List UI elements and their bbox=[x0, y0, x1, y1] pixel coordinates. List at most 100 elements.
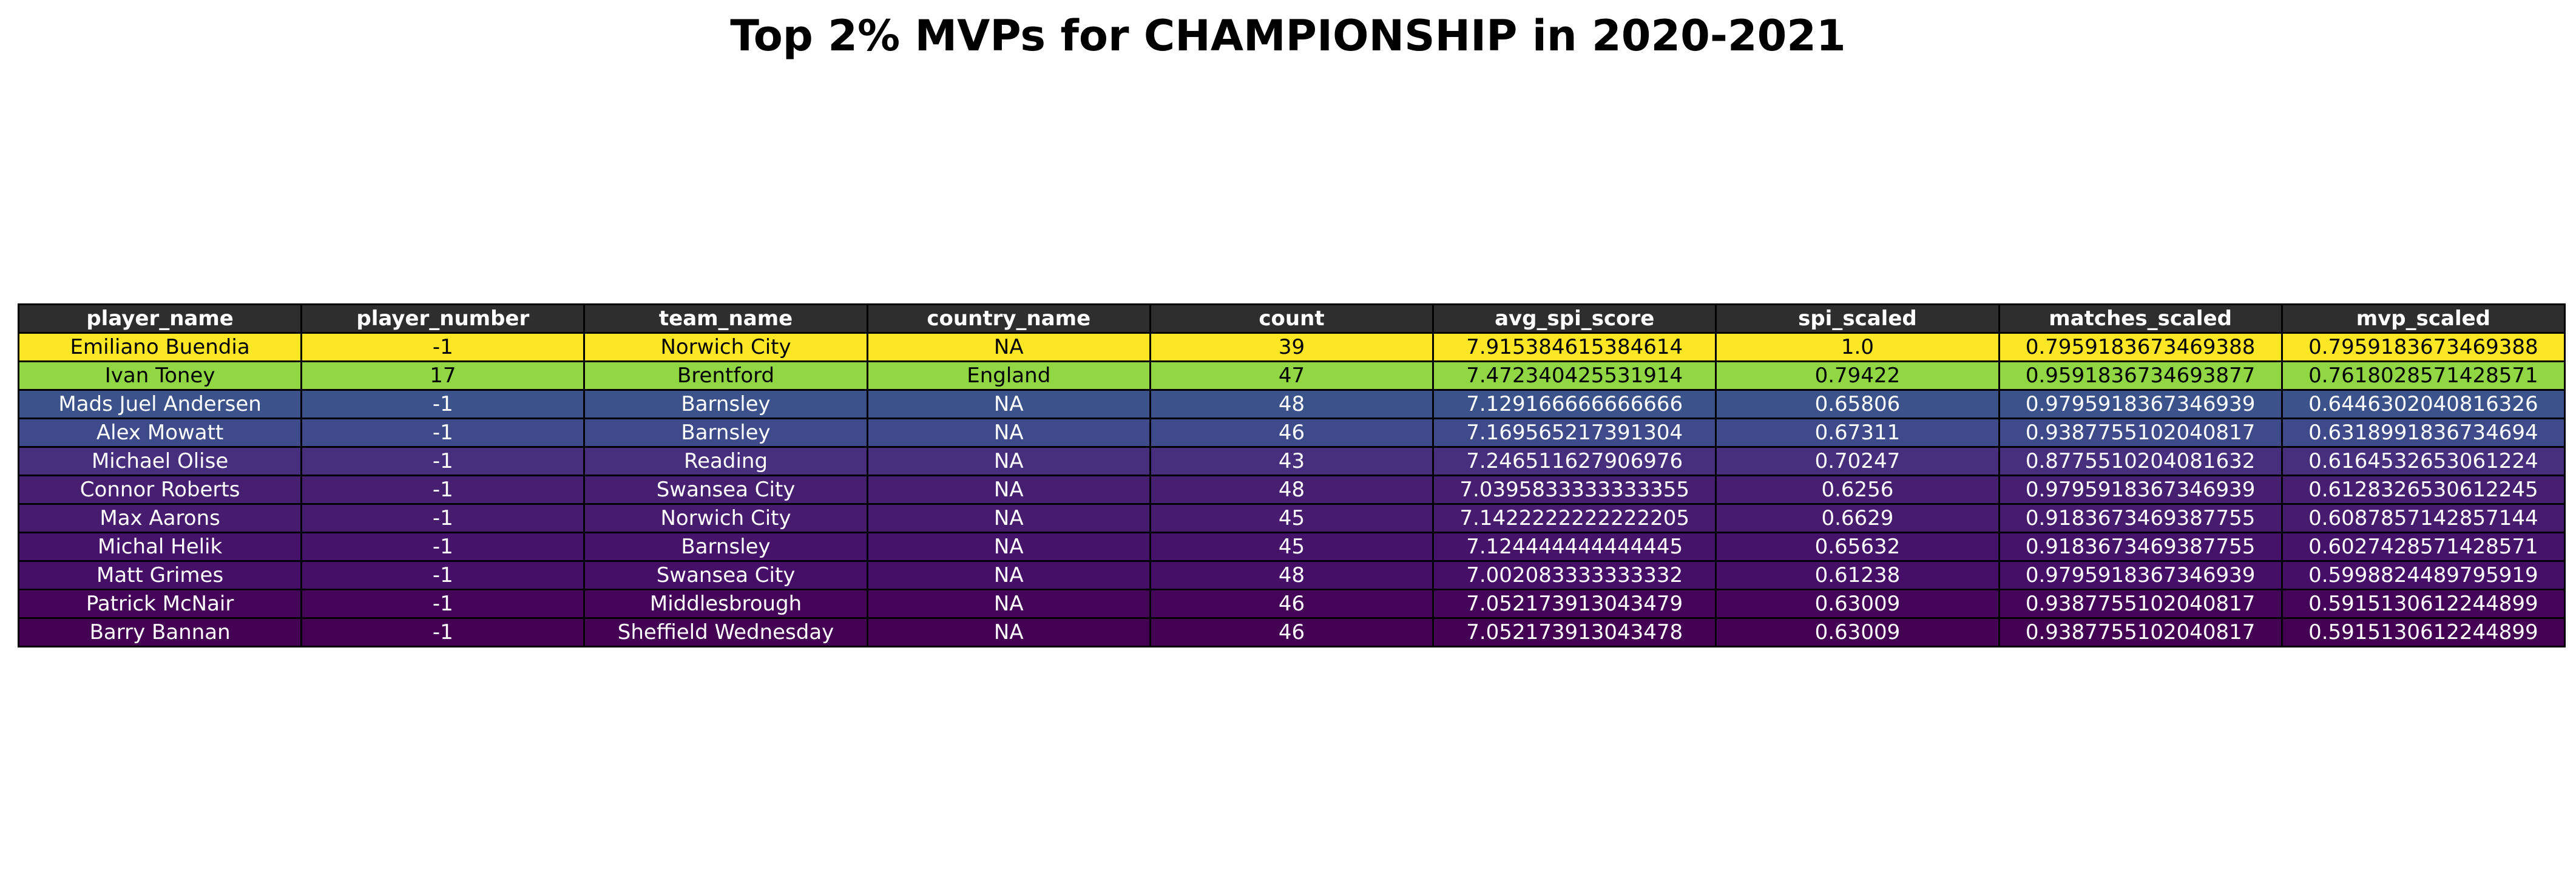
table-cell-spi-scaled: 0.65632 bbox=[1715, 532, 2000, 562]
table-cell-spi-scaled: 1.0 bbox=[1715, 332, 2000, 362]
table-cell-player-number: -1 bbox=[300, 503, 586, 533]
table-row: Barry Bannan -1 Sheffield Wednesday NA 46 7.0… bbox=[17, 617, 2566, 647]
table-cell-player-name: Connor Roberts bbox=[17, 475, 303, 505]
table-cell-mvp-scaled: 0.6087857142857144 bbox=[2280, 503, 2566, 533]
table-cell-mvp-scaled: 0.7618028571428571 bbox=[2280, 360, 2566, 391]
table-cell-player-name: Matt Grimes bbox=[17, 560, 303, 590]
table-cell-matches-scaled: 0.9183673469387755 bbox=[1998, 503, 2283, 533]
table-row: Max Aarons -1 Norwich City NA 45 7.1422222222… bbox=[17, 503, 2566, 533]
table-cell-avg-spi-score: 7.1422222222222205 bbox=[1432, 503, 1717, 533]
table-cell-matches-scaled: 0.9591836734693877 bbox=[1998, 360, 2283, 391]
table-cell-mvp-scaled: 0.5915130612244899 bbox=[2280, 589, 2566, 619]
table-cell-matches-scaled: 0.9387755102040817 bbox=[1998, 589, 2283, 619]
table-cell-spi-scaled: 0.67311 bbox=[1715, 417, 2000, 448]
table-cell-player-name: Max Aarons bbox=[17, 503, 303, 533]
table-cell-mvp-scaled: 0.6027428571428571 bbox=[2280, 532, 2566, 562]
column-header-team-name: team_name bbox=[583, 303, 868, 334]
table-cell-player-name: Michael Olise bbox=[17, 446, 303, 476]
table-cell-player-name: Mads Juel Andersen bbox=[17, 389, 303, 419]
table-cell-team-name: Norwich City bbox=[583, 332, 868, 362]
table-row: Patrick McNair -1 Middlesbrough NA 46 7.05217… bbox=[17, 589, 2566, 619]
table-cell-mvp-scaled: 0.5998824489795919 bbox=[2280, 560, 2566, 590]
table-cell-team-name: Barnsley bbox=[583, 417, 868, 448]
table-cell-player-number: 17 bbox=[300, 360, 586, 391]
table-cell-team-name: Reading bbox=[583, 446, 868, 476]
table-row: Connor Roberts -1 Swansea City NA 48 7.039583… bbox=[17, 475, 2566, 505]
table-cell-country-name: NA bbox=[866, 389, 1151, 419]
chart-title: Top 2% MVPs for CHAMPIONSHIP in 2020-202… bbox=[730, 11, 1846, 61]
table-row: Emiliano Buendia -1 Norwich City NA 39 7.9153… bbox=[17, 332, 2566, 362]
table-cell-count: 46 bbox=[1149, 589, 1435, 619]
table-row: Michal Helik -1 Barnsley NA 45 7.124444444444… bbox=[17, 532, 2566, 562]
table-cell-count: 48 bbox=[1149, 475, 1435, 505]
table-cell-avg-spi-score: 7.246511627906976 bbox=[1432, 446, 1717, 476]
table-body: Emiliano Buendia -1 Norwich City NA 39 7.9153… bbox=[17, 332, 2566, 647]
table-cell-spi-scaled: 0.6256 bbox=[1715, 475, 2000, 505]
table-cell-team-name: Middlesbrough bbox=[583, 589, 868, 619]
table-cell-mvp-scaled: 0.5915130612244899 bbox=[2280, 617, 2566, 647]
table-cell-country-name: NA bbox=[866, 503, 1151, 533]
table-cell-team-name: Norwich City bbox=[583, 503, 868, 533]
table-cell-count: 47 bbox=[1149, 360, 1435, 391]
table-cell-country-name: NA bbox=[866, 446, 1151, 476]
table-cell-country-name: NA bbox=[866, 532, 1151, 562]
column-header-matches-scaled: matches_scaled bbox=[1998, 303, 2283, 334]
table-cell-avg-spi-score: 7.052173913043478 bbox=[1432, 617, 1717, 647]
table-cell-spi-scaled: 0.65806 bbox=[1715, 389, 2000, 419]
table-cell-country-name: NA bbox=[866, 332, 1151, 362]
table-cell-avg-spi-score: 7.169565217391304 bbox=[1432, 417, 1717, 448]
table-cell-avg-spi-score: 7.0395833333333355 bbox=[1432, 475, 1717, 505]
table-cell-player-number: -1 bbox=[300, 332, 586, 362]
column-header-country-name: country_name bbox=[866, 303, 1151, 334]
column-header-player-number: player_number bbox=[300, 303, 586, 334]
table-cell-matches-scaled: 0.9387755102040817 bbox=[1998, 417, 2283, 448]
table-cell-avg-spi-score: 7.129166666666666 bbox=[1432, 389, 1717, 419]
table-cell-country-name: NA bbox=[866, 417, 1151, 448]
table-cell-count: 48 bbox=[1149, 389, 1435, 419]
table-cell-player-name: Barry Bannan bbox=[17, 617, 303, 647]
column-header-avg-spi-score: avg_spi_score bbox=[1432, 303, 1717, 334]
table-cell-team-name: Sheffield Wednesday bbox=[583, 617, 868, 647]
table-cell-player-name: Alex Mowatt bbox=[17, 417, 303, 448]
table-cell-count: 46 bbox=[1149, 617, 1435, 647]
table-row: Alex Mowatt -1 Barnsley NA 46 7.1695652173913… bbox=[17, 417, 2566, 448]
table-cell-team-name: Barnsley bbox=[583, 532, 868, 562]
table-cell-mvp-scaled: 0.6446302040816326 bbox=[2280, 389, 2566, 419]
table-cell-matches-scaled: 0.9795918367346939 bbox=[1998, 560, 2283, 590]
table-cell-matches-scaled: 0.8775510204081632 bbox=[1998, 446, 2283, 476]
table-row: Mads Juel Andersen -1 Barnsley NA 48 7.129166… bbox=[17, 389, 2566, 419]
table-cell-spi-scaled: 0.6629 bbox=[1715, 503, 2000, 533]
table-cell-country-name: NA bbox=[866, 475, 1151, 505]
table-cell-avg-spi-score: 7.124444444444445 bbox=[1432, 532, 1717, 562]
table-cell-spi-scaled: 0.70247 bbox=[1715, 446, 2000, 476]
column-header-count: count bbox=[1149, 303, 1435, 334]
table-cell-matches-scaled: 0.7959183673469388 bbox=[1998, 332, 2283, 362]
table-cell-country-name: NA bbox=[866, 589, 1151, 619]
table-cell-player-number: -1 bbox=[300, 389, 586, 419]
table-cell-matches-scaled: 0.9795918367346939 bbox=[1998, 475, 2283, 505]
table-cell-player-name: Emiliano Buendia bbox=[17, 332, 303, 362]
column-header-player-name: player_name bbox=[17, 303, 303, 334]
table-cell-country-name: England bbox=[866, 360, 1151, 391]
table-cell-avg-spi-score: 7.002083333333332 bbox=[1432, 560, 1717, 590]
table-cell-player-number: -1 bbox=[300, 475, 586, 505]
table-cell-matches-scaled: 0.9795918367346939 bbox=[1998, 389, 2283, 419]
table-cell-player-name: Michal Helik bbox=[17, 532, 303, 562]
table-cell-country-name: NA bbox=[866, 617, 1151, 647]
column-header-spi-scaled: spi_scaled bbox=[1715, 303, 2000, 334]
table-cell-mvp-scaled: 0.6128326530612245 bbox=[2280, 475, 2566, 505]
table-row: Michael Olise -1 Reading NA 43 7.246511627906… bbox=[17, 446, 2566, 476]
table-cell-team-name: Barnsley bbox=[583, 389, 868, 419]
table-header-row: player_name player_number team_name country… bbox=[17, 303, 2566, 334]
table-cell-player-number: -1 bbox=[300, 617, 586, 647]
table-cell-spi-scaled: 0.63009 bbox=[1715, 617, 2000, 647]
table-cell-player-number: -1 bbox=[300, 589, 586, 619]
table-cell-count: 39 bbox=[1149, 332, 1435, 362]
table-cell-avg-spi-score: 7.915384615384614 bbox=[1432, 332, 1717, 362]
table-cell-mvp-scaled: 0.6164532653061224 bbox=[2280, 446, 2566, 476]
table-cell-count: 45 bbox=[1149, 532, 1435, 562]
table-cell-mvp-scaled: 0.7959183673469388 bbox=[2280, 332, 2566, 362]
table-cell-player-number: -1 bbox=[300, 446, 586, 476]
table-cell-player-name: Ivan Toney bbox=[17, 360, 303, 391]
table-cell-spi-scaled: 0.79422 bbox=[1715, 360, 2000, 391]
